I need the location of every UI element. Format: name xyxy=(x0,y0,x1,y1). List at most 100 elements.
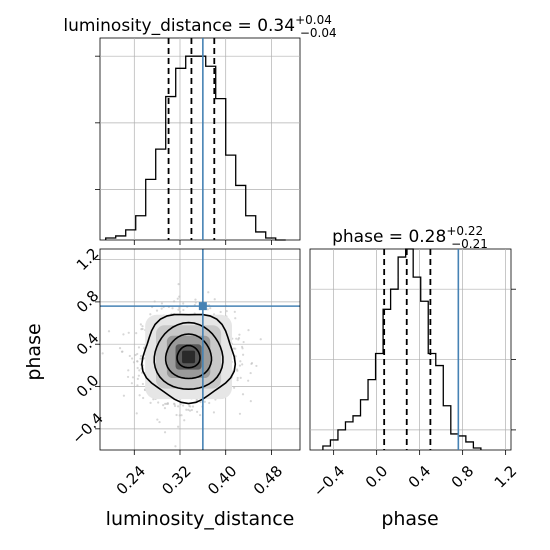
sample-point xyxy=(107,330,111,333)
sample-point xyxy=(242,340,245,344)
sample-point xyxy=(131,376,135,379)
sample-point xyxy=(143,357,146,360)
sample-point xyxy=(163,431,167,434)
sample-point xyxy=(175,413,178,417)
sample-point xyxy=(212,411,216,414)
sample-point xyxy=(182,302,185,305)
panel-frame xyxy=(99,248,301,451)
sample-point xyxy=(120,350,124,353)
y-axis-label-phase: phase xyxy=(23,323,45,380)
sample-point xyxy=(160,307,163,310)
sample-point xyxy=(126,375,130,379)
sample-point xyxy=(130,357,134,360)
luminosity-distance-histogram-panel: luminosity_distance = 0.34+0.04 −0.04 xyxy=(63,13,337,245)
sample-point xyxy=(171,307,174,310)
sample-point xyxy=(241,363,244,366)
sample-point xyxy=(189,405,192,408)
sample-point xyxy=(153,300,156,303)
sample-point xyxy=(136,384,139,387)
sample-point xyxy=(178,306,181,309)
sample-point xyxy=(158,420,161,424)
sample-point xyxy=(236,369,239,372)
x-tick-label: −0.4 xyxy=(310,462,348,500)
sample-point xyxy=(135,412,138,415)
x-tick-label: 0.40 xyxy=(204,462,240,498)
sample-point xyxy=(249,400,252,403)
x-tick-label: 1.2 xyxy=(491,462,521,492)
sample-point xyxy=(180,414,183,417)
sample-point xyxy=(206,308,209,311)
sample-point xyxy=(130,382,134,385)
sample-point xyxy=(255,364,258,368)
contour-line xyxy=(176,344,201,369)
grid xyxy=(100,249,300,450)
y-tick-label: 1.2 xyxy=(73,244,103,274)
sample-point xyxy=(232,347,236,350)
sample-point xyxy=(249,371,252,375)
contour-line xyxy=(164,333,213,380)
contour-line xyxy=(140,313,237,405)
x-tick-labels: −0.4 0.0 0.4 0.8 1.2 xyxy=(310,462,520,500)
sample-point xyxy=(101,352,104,355)
x-tick-label: 0.4 xyxy=(405,462,435,492)
sample-point xyxy=(183,419,186,422)
sample-point xyxy=(187,408,190,411)
quantile-lines xyxy=(383,249,432,450)
sample-point xyxy=(236,378,239,382)
x-tick-label: 0.48 xyxy=(250,462,286,498)
x-tick-label: 0.8 xyxy=(448,462,478,492)
sample-point xyxy=(194,301,197,304)
sample-point xyxy=(239,376,242,379)
sample-point xyxy=(176,405,180,408)
sample-point xyxy=(235,337,238,340)
sample-point xyxy=(225,310,228,313)
sample-point xyxy=(136,377,139,380)
y-tick-label: 0.8 xyxy=(73,287,103,317)
x-tick-labels: 0.24 0.32 0.40 0.48 xyxy=(113,462,286,498)
sample-point xyxy=(213,298,216,301)
sample-point xyxy=(156,418,159,421)
sample-point xyxy=(191,405,195,408)
sample-point xyxy=(241,347,244,350)
sample-point xyxy=(137,346,141,349)
sample-point xyxy=(208,401,211,405)
sample-point xyxy=(127,331,130,334)
sample-point xyxy=(139,323,142,326)
sample-point xyxy=(178,414,181,417)
sample-point xyxy=(179,310,182,313)
y-tick-label: 0.0 xyxy=(73,371,103,401)
tick-marks xyxy=(95,55,272,245)
sample-point xyxy=(188,409,192,412)
sample-point xyxy=(185,408,188,411)
sample-point xyxy=(238,364,242,367)
grid xyxy=(100,38,300,240)
sample-point xyxy=(237,337,241,340)
sample-point xyxy=(239,360,242,363)
sample-point xyxy=(136,352,139,356)
sample-point xyxy=(178,295,181,298)
panel-frame xyxy=(309,248,512,451)
sample-point xyxy=(155,309,159,312)
grid xyxy=(310,249,511,450)
sample-point xyxy=(172,402,176,405)
x-tick-label: 0.32 xyxy=(158,462,194,498)
sample-point xyxy=(209,307,212,310)
sample-point xyxy=(118,347,122,350)
sample-point xyxy=(233,386,236,389)
sample-point xyxy=(190,408,193,412)
sample-point xyxy=(195,399,198,402)
sample-point xyxy=(141,382,144,386)
sample-point xyxy=(136,366,139,370)
joint-distribution-panel: 0.24 0.32 0.40 0.48 −0.4 0.0 0.4 0.8 1.2 lumino… xyxy=(23,244,301,530)
sample-point xyxy=(250,362,253,365)
y-tick-labels: −0.4 0.0 0.4 0.8 1.2 xyxy=(68,244,106,447)
sample-point xyxy=(176,297,179,300)
panel-frame xyxy=(99,37,301,241)
sample-point xyxy=(173,404,177,408)
panel-title-luminosity-distance: luminosity_distance = 0.34+0.04 −0.04 xyxy=(63,13,336,40)
sample-point xyxy=(199,413,202,417)
x-axis-label-luminosity-distance: luminosity_distance xyxy=(106,508,295,530)
panel-title-phase: phase = 0.28+0.22 −0.21 xyxy=(332,224,488,251)
histogram-step-line xyxy=(322,248,482,450)
sample-point xyxy=(247,379,250,382)
